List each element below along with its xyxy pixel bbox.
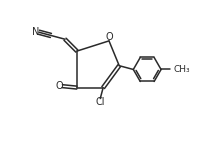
Text: O: O bbox=[106, 32, 114, 42]
Text: N: N bbox=[32, 27, 40, 36]
Text: O: O bbox=[55, 81, 63, 91]
Text: CH₃: CH₃ bbox=[174, 65, 190, 74]
Text: Cl: Cl bbox=[95, 97, 105, 107]
